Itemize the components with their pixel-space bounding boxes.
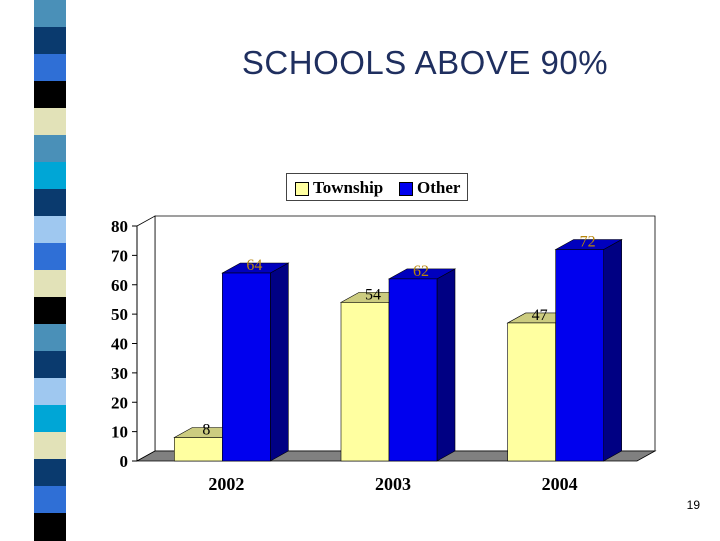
data-label: 8	[202, 422, 210, 439]
data-label: 62	[413, 263, 429, 280]
strip-segment	[34, 0, 66, 28]
strip-segment	[34, 27, 66, 55]
y-tick-label: 80	[111, 217, 128, 236]
bar-side-other	[603, 238, 622, 462]
x-tick-label: 2002	[208, 474, 244, 494]
strip-segment	[34, 54, 66, 82]
data-label: 64	[246, 257, 262, 274]
strip-segment	[34, 243, 66, 271]
strip-segment	[34, 270, 66, 298]
strip-segment	[34, 324, 66, 352]
strip-segment	[34, 135, 66, 163]
y-tick-label: 20	[111, 393, 128, 412]
strip-segment	[34, 351, 66, 379]
y-tick-label: 0	[120, 452, 129, 471]
strip-segment	[34, 459, 66, 487]
bar-other	[388, 278, 438, 462]
y-tick-label: 30	[111, 364, 128, 383]
bar-township	[174, 437, 223, 462]
strip-segment	[34, 297, 66, 325]
decorative-side-strip	[0, 0, 68, 541]
y-tick-label: 60	[111, 276, 128, 295]
page-number: 19	[686, 498, 700, 512]
strip-segment	[34, 81, 66, 109]
y-tick-label: 40	[111, 335, 128, 354]
strip-segment	[34, 189, 66, 217]
bar-other	[222, 272, 271, 462]
strip-segment	[34, 405, 66, 433]
y-tick-label: 70	[111, 246, 128, 265]
strip-segment	[34, 486, 66, 514]
y-tick-label: 50	[111, 305, 128, 324]
bar-side-other	[436, 268, 456, 462]
strip-segment	[34, 162, 66, 190]
strip-segment	[34, 108, 66, 136]
strip-segment	[34, 513, 66, 541]
x-tick-label: 2004	[542, 474, 578, 494]
bar-township	[340, 302, 390, 462]
legend-swatch-other	[399, 182, 413, 196]
strip-segment	[34, 216, 66, 244]
legend-label-other: Other	[417, 178, 461, 197]
legend-swatch-township	[295, 182, 309, 196]
data-label: 72	[580, 234, 596, 251]
data-label: 54	[365, 286, 381, 303]
bar-side-other	[270, 262, 289, 462]
slide-title: SCHOOLS ABOVE 90%	[241, 44, 609, 81]
data-label: 47	[532, 307, 548, 324]
strip-segment	[34, 432, 66, 460]
strip-segment	[34, 378, 66, 406]
bar-township	[507, 322, 556, 462]
legend-label-township: Township	[313, 178, 384, 197]
x-tick-label: 2003	[375, 474, 411, 494]
chart-side-wall	[136, 215, 156, 462]
y-tick-label: 10	[111, 423, 128, 442]
chart-legend: Township Other	[286, 173, 468, 201]
bar-other	[555, 249, 604, 462]
